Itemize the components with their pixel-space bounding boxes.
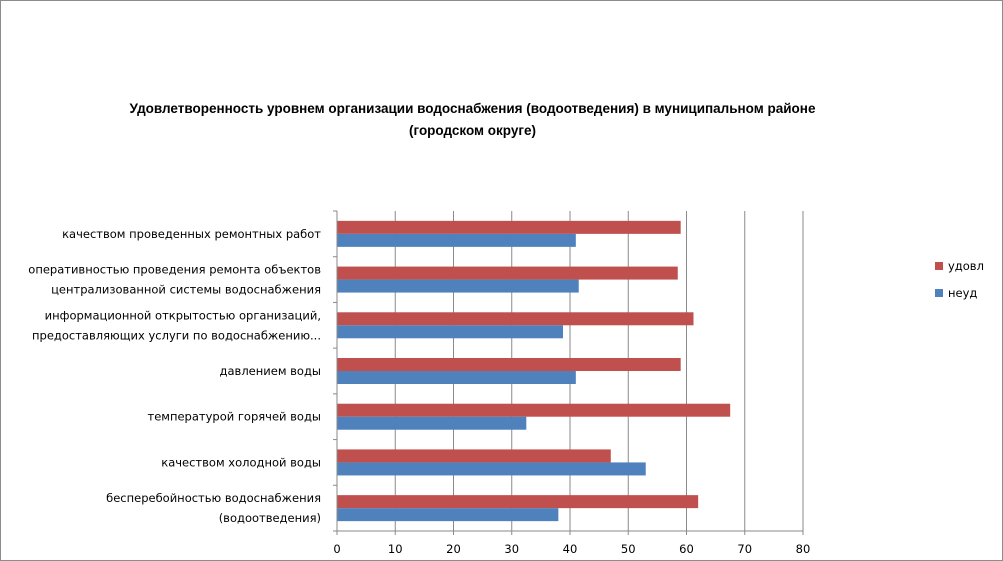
bar-neud [337, 416, 527, 430]
x-tick-label: 80 [796, 542, 811, 556]
bar-udovl [337, 495, 699, 509]
bar-neud [337, 325, 564, 339]
bar-neud [337, 371, 576, 384]
legend-label: неуд [948, 286, 977, 300]
x-tick-label: 70 [737, 542, 752, 556]
bar-udovl [337, 220, 681, 234]
legend-swatch [935, 262, 943, 270]
bar-udovl [337, 449, 611, 463]
category-label: давлением воды [220, 364, 321, 378]
bar-neud [337, 508, 559, 522]
x-tick-label: 0 [333, 542, 340, 556]
category-label: информационной открытостью организаций, п… [32, 308, 321, 342]
category-label: оперативностью проведения ремонта объект… [28, 263, 321, 297]
bar-udovl [337, 358, 681, 371]
category-label: качеством холодной воды [161, 455, 321, 469]
bar-udovl [337, 403, 731, 417]
x-tick-label: 10 [388, 542, 403, 556]
bar-udovl [337, 266, 678, 280]
bar-neud [337, 462, 646, 476]
category-label: качеством проведенных ремонтных работ [62, 227, 321, 241]
chart-title: Удовлетворенность уровнем организации во… [129, 101, 816, 138]
legend-label: удовл [948, 259, 984, 273]
category-label: температурой горячей воды [148, 410, 322, 424]
legend-swatch [935, 289, 943, 297]
x-tick-label: 20 [446, 542, 461, 556]
bar-udovl [337, 312, 694, 326]
x-tick-label: 50 [621, 542, 636, 556]
x-tick-label: 30 [504, 542, 519, 556]
category-label: бесперебойностью водоснабжения (водоотвед… [106, 491, 321, 525]
bar-neud [337, 279, 579, 293]
x-tick-label: 60 [679, 542, 694, 556]
x-tick-label: 40 [563, 542, 578, 556]
bar-neud [337, 233, 576, 247]
